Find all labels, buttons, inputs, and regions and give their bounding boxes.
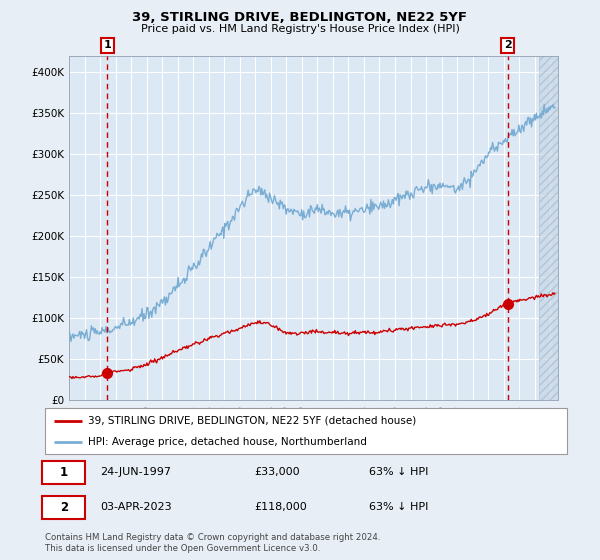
Text: 24-JUN-1997: 24-JUN-1997 bbox=[100, 468, 171, 478]
Text: HPI: Average price, detached house, Northumberland: HPI: Average price, detached house, Nort… bbox=[88, 437, 367, 447]
FancyBboxPatch shape bbox=[45, 408, 567, 454]
Text: 03-APR-2023: 03-APR-2023 bbox=[100, 502, 172, 512]
FancyBboxPatch shape bbox=[43, 496, 85, 519]
Text: 39, STIRLING DRIVE, BEDLINGTON, NE22 5YF: 39, STIRLING DRIVE, BEDLINGTON, NE22 5YF bbox=[133, 11, 467, 24]
Bar bbox=[539, 56, 558, 400]
Text: 39, STIRLING DRIVE, BEDLINGTON, NE22 5YF (detached house): 39, STIRLING DRIVE, BEDLINGTON, NE22 5YF… bbox=[88, 416, 416, 426]
Text: £118,000: £118,000 bbox=[254, 502, 307, 512]
Text: 63% ↓ HPI: 63% ↓ HPI bbox=[368, 502, 428, 512]
Text: 2: 2 bbox=[60, 501, 68, 514]
Text: £33,000: £33,000 bbox=[254, 468, 299, 478]
FancyBboxPatch shape bbox=[43, 461, 85, 484]
Text: 1: 1 bbox=[104, 40, 112, 50]
Text: 1: 1 bbox=[60, 466, 68, 479]
Text: 63% ↓ HPI: 63% ↓ HPI bbox=[368, 468, 428, 478]
Text: 2: 2 bbox=[503, 40, 511, 50]
Text: Price paid vs. HM Land Registry's House Price Index (HPI): Price paid vs. HM Land Registry's House … bbox=[140, 24, 460, 34]
Text: Contains HM Land Registry data © Crown copyright and database right 2024.
This d: Contains HM Land Registry data © Crown c… bbox=[45, 533, 380, 553]
